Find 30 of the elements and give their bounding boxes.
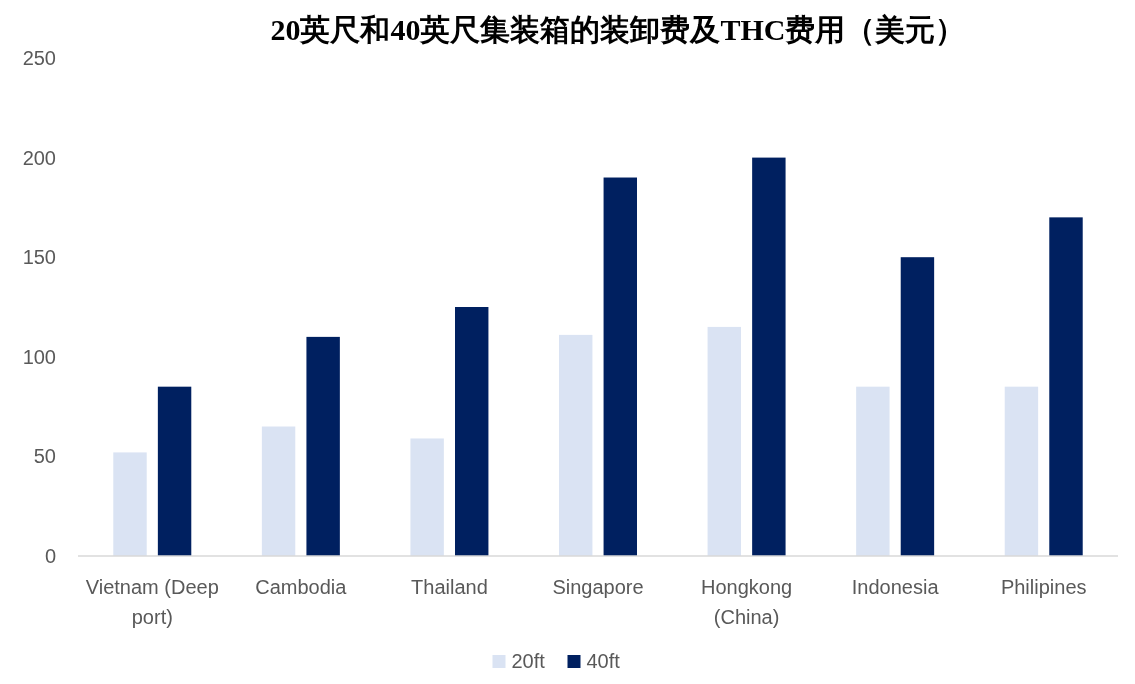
bar [1049, 217, 1083, 556]
y-tick-label: 150 [22, 246, 56, 269]
bar [455, 307, 489, 556]
x-tick-label: Hongkong (China) [700, 576, 793, 628]
bar [559, 334, 593, 556]
bar [410, 438, 444, 556]
bar [707, 326, 741, 556]
legend-label: 20ft [511, 650, 546, 672]
bar [900, 257, 935, 556]
x-tick-label: Cambodia [255, 576, 348, 598]
x-tick-label: Vietnam (Deep port) [85, 576, 219, 628]
bar [261, 426, 296, 556]
x-tick-label: Indonesia [851, 576, 940, 598]
bar [306, 336, 340, 556]
bar [1004, 386, 1039, 556]
bar [752, 157, 786, 556]
x-tick-label: Singapore [552, 576, 644, 598]
y-tick-label: 0 [44, 545, 56, 567]
legend-label: 40ft [586, 650, 621, 672]
chart-title: 20英尺和40英尺集装箱的装卸费及THC费用（美元） [270, 13, 966, 46]
x-tick-label: Thailand [411, 576, 488, 598]
y-tick-label: 250 [22, 47, 56, 69]
bar [113, 452, 147, 556]
x-tick-label: Philipines [1000, 576, 1087, 598]
bar [856, 386, 890, 556]
y-tick-label: 200 [22, 146, 56, 169]
y-tick-label: 100 [22, 345, 56, 368]
bar [603, 177, 637, 556]
bar [157, 386, 192, 556]
y-tick-label: 50 [33, 445, 56, 468]
